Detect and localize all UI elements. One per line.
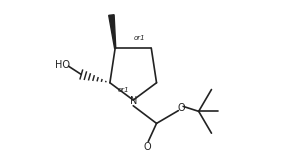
Text: O: O (144, 142, 151, 152)
Polygon shape (109, 15, 116, 48)
Text: or1: or1 (118, 87, 130, 93)
Text: or1: or1 (133, 35, 145, 41)
Text: N: N (130, 96, 137, 106)
Text: O: O (177, 103, 185, 113)
Text: HO: HO (55, 61, 70, 70)
